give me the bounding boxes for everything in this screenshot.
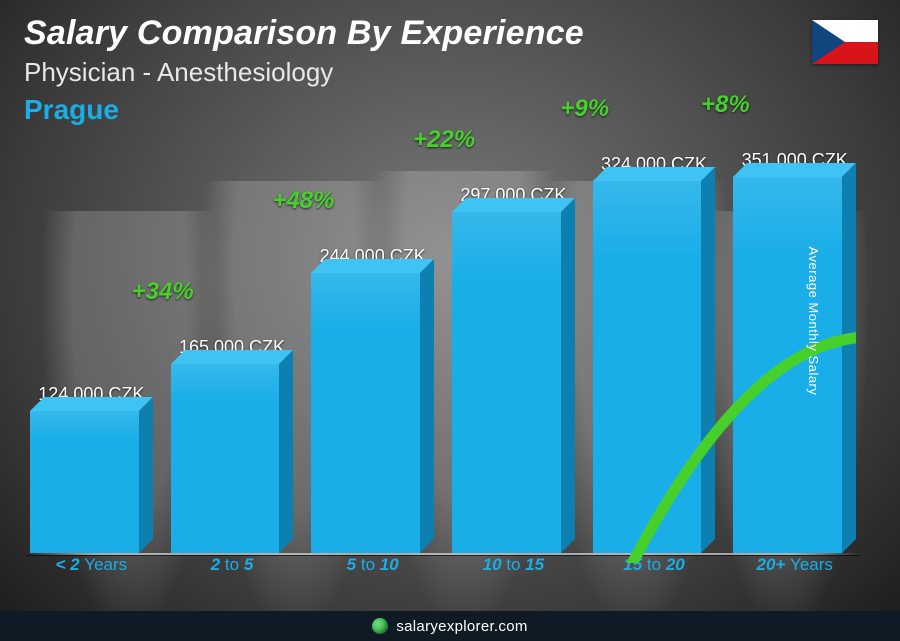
bar-front-face xyxy=(30,411,139,553)
bar-front-face xyxy=(593,181,702,553)
bar-top-face xyxy=(733,163,856,177)
x-axis-label: 20+ Years xyxy=(733,555,856,581)
globe-icon xyxy=(372,618,388,634)
bar-chart: 124,000 CZK165,000 CZK244,000 CZK297,000… xyxy=(30,150,856,611)
bar: 324,000 CZK xyxy=(593,150,716,553)
x-axis-label: 2 to 5 xyxy=(171,555,294,581)
bar-top-face xyxy=(311,259,434,273)
increase-pct-label: +8% xyxy=(701,91,750,119)
bar-side-face xyxy=(561,198,575,553)
x-axis-label: < 2 Years xyxy=(30,555,153,581)
bar: 297,000 CZK xyxy=(452,150,575,553)
flag-czech-icon xyxy=(812,20,878,64)
x-axis-label: 15 to 20 xyxy=(593,555,716,581)
x-axis-label: 5 to 10 xyxy=(311,555,434,581)
x-axis-label: 10 to 15 xyxy=(452,555,575,581)
bar-front-face xyxy=(171,364,280,553)
increase-pct-label: +34% xyxy=(132,278,194,306)
bar-top-face xyxy=(171,350,294,364)
y-axis-label: Average Monthly Salary xyxy=(806,246,821,395)
header: Salary Comparison By Experience Physicia… xyxy=(24,14,584,126)
bar-top-face xyxy=(452,198,575,212)
footer: salaryexplorer.com xyxy=(0,611,900,641)
increase-pct-label: +48% xyxy=(272,187,334,215)
bar: 124,000 CZK xyxy=(30,150,153,553)
bar-side-face xyxy=(842,163,856,553)
bar-top-face xyxy=(30,397,153,411)
bar-side-face xyxy=(420,259,434,553)
bar-side-face xyxy=(701,167,715,553)
footer-site: salaryexplorer.com xyxy=(396,618,527,635)
chart-subtitle: Physician - Anesthesiology xyxy=(24,57,584,88)
bar: 351,000 CZK xyxy=(733,150,856,553)
bar-side-face xyxy=(279,350,293,553)
chart-location: Prague xyxy=(24,94,584,126)
chart-title: Salary Comparison By Experience xyxy=(24,14,584,53)
bar-top-face xyxy=(593,167,716,181)
bar-side-face xyxy=(139,397,153,553)
increase-pct-label: +22% xyxy=(413,126,475,154)
bar-front-face xyxy=(311,273,420,553)
bar-front-face xyxy=(733,177,842,553)
bar-front-face xyxy=(452,212,561,553)
